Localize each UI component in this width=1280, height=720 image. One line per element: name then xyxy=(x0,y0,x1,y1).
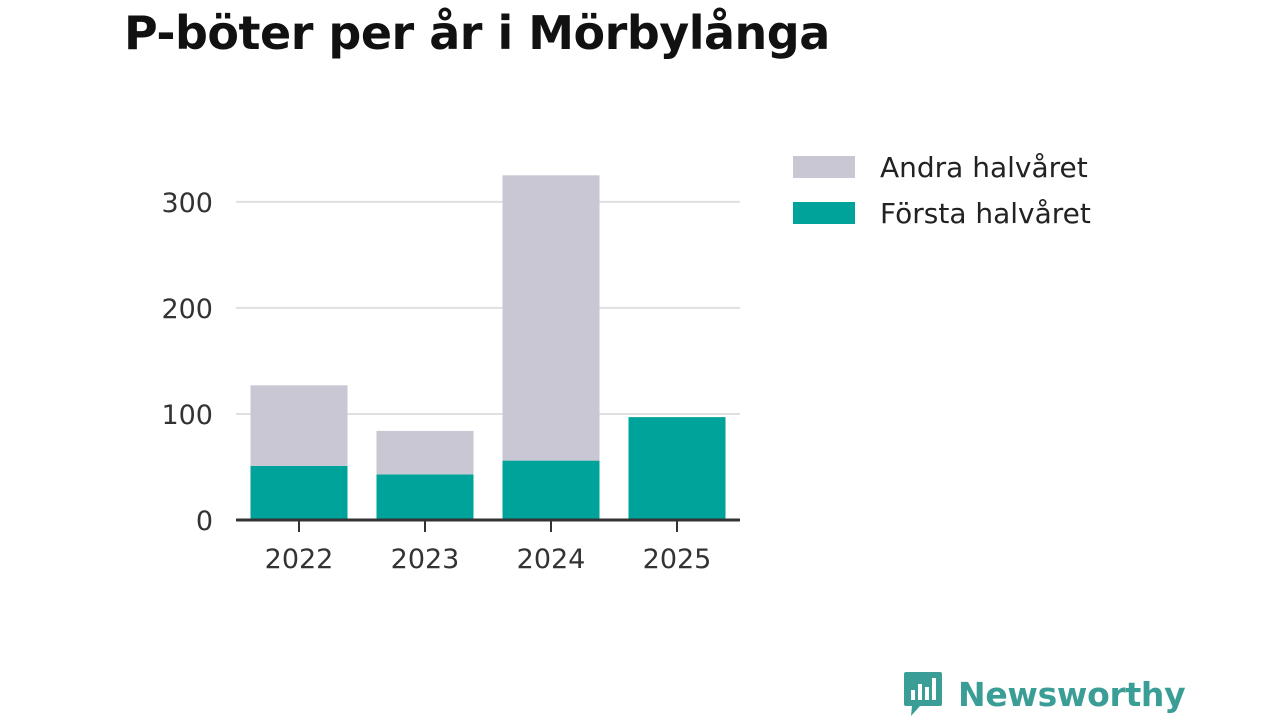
axes: 0 100 200 300 2022 2023 2024 2025 xyxy=(161,188,740,575)
bar-2022-series-0 xyxy=(250,465,348,520)
chat-bubble-bar-chart-icon xyxy=(904,672,942,716)
gridlines xyxy=(236,200,740,415)
bar-2025-series-0 xyxy=(628,417,726,520)
brand-name: Newsworthy xyxy=(958,674,1186,714)
legend: Andra halvåret Första halvåret xyxy=(793,151,1091,230)
y-tick-label: 0 xyxy=(196,506,213,537)
bar-2024-series-0 xyxy=(502,460,600,520)
stacked-bar-chart: 0 100 200 300 2022 2023 2024 2025 Andra halvåre… xyxy=(161,151,1091,575)
x-tick-label: 2023 xyxy=(391,544,460,575)
legend-label: Andra halvåret xyxy=(880,151,1088,184)
y-tick-label: 200 xyxy=(161,294,213,325)
bars xyxy=(250,175,726,520)
x-tick-label: 2022 xyxy=(265,544,334,575)
y-tick-label: 300 xyxy=(161,188,213,219)
x-tick-label: 2024 xyxy=(517,544,586,575)
bar-2024-series-1 xyxy=(502,175,600,461)
bar-2022-series-1 xyxy=(250,385,348,466)
x-tick-label: 2025 xyxy=(643,544,712,575)
chart-title: P-böter per år i Mörbylånga xyxy=(124,6,830,60)
legend-swatch xyxy=(793,156,855,178)
brand-logo: Newsworthy xyxy=(902,670,1186,718)
bar-2023-series-1 xyxy=(376,430,474,475)
bar-2023-series-0 xyxy=(376,474,474,520)
legend-label: Första halvåret xyxy=(880,197,1091,230)
y-tick-label: 100 xyxy=(161,400,213,431)
legend-swatch xyxy=(793,202,855,224)
